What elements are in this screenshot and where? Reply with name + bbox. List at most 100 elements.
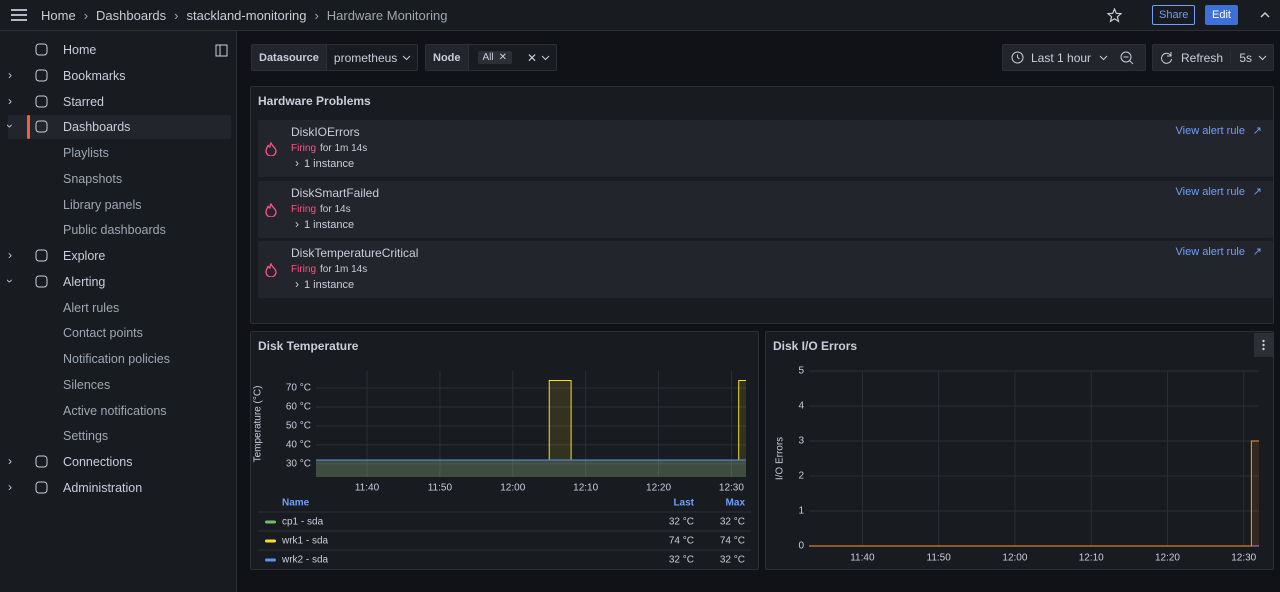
chart: 0 1 2 3 4 5 11:40 11:50 12:00 12:10 12:20 12:30 I/O … (775, 366, 1259, 564)
alert-state: Firing (291, 264, 317, 275)
alert-link[interactable]: View alert rule (1175, 185, 1246, 198)
alert-link[interactable]: View alert rule (1175, 125, 1246, 137)
nav-label: Snapshots (63, 171, 123, 186)
icon-shape (35, 69, 48, 82)
legend-last: 32 °C (669, 517, 694, 528)
y-tick-label: 2 (798, 471, 804, 482)
zoom-out[interactable] (1120, 51, 1134, 65)
nav-subitem[interactable]: Notification policies (8, 347, 231, 371)
alert-name: DiskSmartFailed (291, 185, 380, 200)
node-picker[interactable]: Node All ✕ ✕ (425, 44, 557, 71)
temperature-panel: Disk Temperature 30 °C 40 °C 50 °C 60 °C 70 °… (250, 331, 759, 570)
nav-item[interactable]: Home (8, 38, 231, 62)
nav-item[interactable]: › Alerting (3, 270, 231, 294)
breadcrumb[interactable]: Dashboards (96, 8, 167, 23)
breadcrumb: Hardware Monitoring (326, 8, 448, 23)
menu-button[interactable] (10, 8, 28, 22)
panel-menu[interactable] (1254, 333, 1273, 357)
refresh-picker[interactable]: Refresh 5s (1152, 44, 1274, 71)
nav-subitem[interactable]: Playlists (8, 141, 231, 165)
instance-toggle[interactable]: › (295, 277, 299, 291)
nav-icon (35, 95, 48, 107)
nav-item[interactable]: › Explore (8, 244, 231, 268)
node-chip[interactable]: All ✕ (477, 51, 513, 64)
chart: 30 °C 40 °C 50 °C 60 °C 70 °C 11:40 11:50 12:00… (253, 371, 751, 566)
star-button[interactable] (1107, 8, 1122, 23)
nav-subitem[interactable]: Settings (8, 424, 231, 448)
nav-subitem[interactable]: Library panels (8, 193, 231, 217)
nav-label: Active notifications (63, 403, 167, 418)
expand-chevron[interactable]: › (8, 454, 12, 468)
nav-label: Notification policies (63, 352, 170, 366)
x-tick-label: 11:50 (428, 483, 453, 494)
x-tick-label: 11:50 (927, 553, 952, 564)
nav-subitem[interactable]: Contact points (8, 321, 231, 345)
expand-chevron[interactable]: › (3, 278, 17, 283)
legend-name[interactable]: cp1 - sda (282, 517, 324, 528)
icon-shape (35, 249, 48, 262)
dropdown-icon (1258, 55, 1267, 60)
fire-icon (265, 202, 277, 217)
series-line (809, 440, 1259, 547)
dropdown-icon (541, 55, 550, 60)
y-axis-label: I/O Errors (775, 437, 786, 480)
nav-item[interactable]: › Starred (8, 90, 231, 114)
legend-name[interactable]: wrk2 - sda (281, 555, 329, 566)
expand-chevron[interactable]: › (8, 248, 12, 262)
legend-last: 74 °C (669, 536, 694, 547)
instance-toggle[interactable]: › (295, 216, 299, 231)
expand-chevron[interactable]: › (8, 479, 12, 494)
breadcrumb[interactable]: Home (41, 8, 76, 23)
nav-label: Explore (63, 249, 106, 263)
alert-duration: for 14s (320, 203, 351, 215)
alert-state: Firing (291, 203, 317, 215)
nav-icon (35, 275, 48, 288)
legend-header: Max (726, 498, 746, 509)
icon-shape (35, 43, 48, 56)
dock-button[interactable] (215, 44, 228, 57)
nav-item[interactable]: › Bookmarks (8, 64, 231, 88)
x-tick-label: 12:30 (719, 483, 744, 494)
share-button[interactable]: Share (1152, 5, 1196, 25)
panel-title: Disk Temperature (258, 339, 359, 353)
breadcrumb[interactable]: stackland-monitoring (186, 8, 307, 23)
legend-header: Last (673, 498, 694, 509)
x-tick-label: 12:30 (1231, 553, 1256, 564)
icon-shape (35, 95, 48, 107)
series-area (316, 459, 746, 477)
expand-chevron[interactable]: › (8, 93, 12, 108)
clear-button[interactable]: ✕ (526, 50, 537, 65)
alert-instances[interactable]: 1 instance (304, 158, 355, 170)
chip-remove[interactable]: ✕ (498, 52, 508, 63)
nav-item[interactable]: › Connections (8, 450, 231, 474)
nav-subitem[interactable]: Silences (8, 373, 231, 397)
nav-subitem[interactable]: Alert rules (8, 296, 231, 320)
active-indicator (27, 115, 30, 140)
nav-subitem[interactable]: Snapshots (8, 167, 231, 191)
collapse-button[interactable] (1259, 10, 1271, 20)
x-tick-label: 12:00 (1002, 553, 1027, 564)
nav-label: Dashboards (63, 120, 131, 135)
alert-link[interactable]: View alert rule (1175, 246, 1246, 258)
time-picker[interactable]: Last 1 hour (1002, 44, 1146, 71)
alert-instances[interactable]: 1 instance (304, 279, 355, 291)
alert-instances[interactable]: 1 instance (304, 218, 355, 231)
edit-button[interactable]: Edit (1205, 5, 1238, 25)
instance-toggle[interactable]: › (295, 156, 299, 170)
x-tick-label: 11:40 (355, 483, 380, 494)
expand-chevron[interactable]: › (8, 67, 12, 82)
panel-title: Hardware Problems (258, 94, 371, 108)
refresh-interval[interactable]: 5s (1230, 50, 1252, 65)
y-tick-label: 5 (798, 366, 804, 377)
alert-duration: for 1m 14s (320, 143, 368, 154)
nav-item[interactable]: › Administration (8, 476, 231, 500)
datasource-picker[interactable]: Datasource prometheus (251, 44, 418, 71)
icon-shape (35, 120, 48, 133)
legend-header: Name (282, 498, 310, 509)
nav-subitem[interactable]: Public dashboards (8, 218, 231, 242)
legend-name[interactable]: wrk1 - sda (281, 536, 329, 547)
nav-item[interactable]: › Dashboards (3, 115, 231, 140)
expand-chevron[interactable]: › (3, 124, 17, 129)
nav-subitem[interactable]: Active notifications (8, 399, 231, 423)
